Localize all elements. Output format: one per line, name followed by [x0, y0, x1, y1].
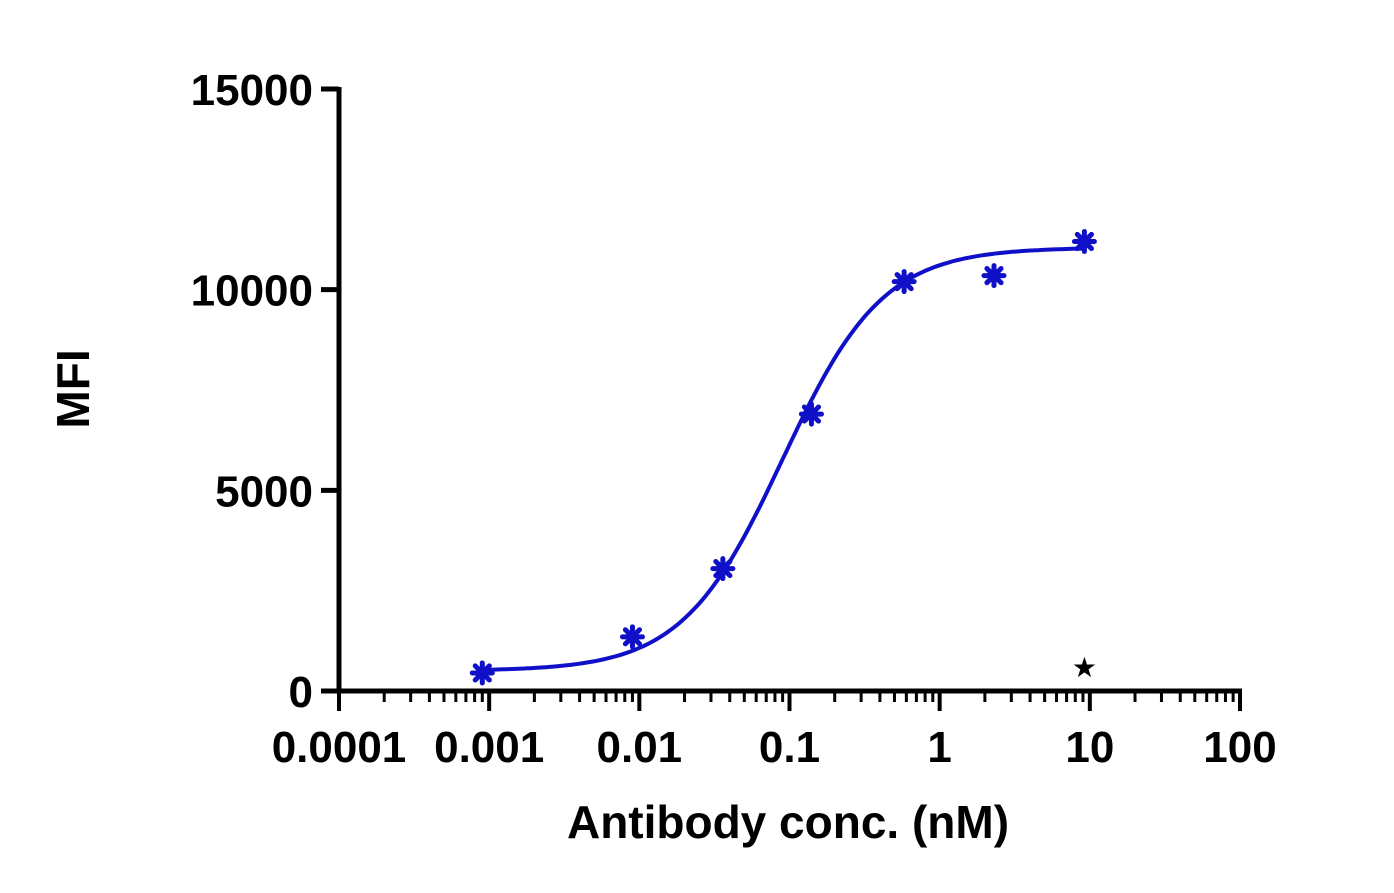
data-point	[981, 263, 1007, 289]
y-axis-title: MFI	[47, 349, 99, 428]
x-tick-label: 0.01	[597, 723, 683, 772]
x-tick-label: 10	[1065, 723, 1114, 772]
x-tick-label: 100	[1203, 723, 1276, 772]
data-point-core	[806, 409, 817, 420]
fit-curve	[482, 246, 1085, 672]
data-point-core	[1079, 236, 1090, 247]
data-point	[469, 660, 495, 686]
x-tick-label: 0.1	[759, 723, 820, 772]
y-tick-label: 15000	[191, 66, 313, 115]
y-tick-label: 0	[289, 668, 313, 717]
data-point	[798, 401, 824, 427]
data-point	[710, 556, 736, 582]
data-points	[469, 229, 1097, 686]
star-annotation: ★	[1072, 651, 1097, 684]
data-point-core	[899, 276, 910, 287]
data-point	[891, 269, 917, 295]
data-point	[1071, 229, 1097, 255]
x-tick-label: 0.0001	[272, 723, 407, 772]
data-point-core	[988, 270, 999, 281]
data-point-core	[717, 563, 728, 574]
x-tick-label: 0.001	[434, 723, 544, 772]
y-tick-label: 5000	[215, 467, 313, 516]
annotations: ★	[1072, 651, 1097, 684]
y-tick-label: 10000	[191, 267, 313, 316]
data-point	[619, 624, 645, 650]
x-axis-title: Antibody conc. (nM)	[567, 796, 1009, 848]
axes: 0 5000 10000 15000 0.0001 0.001 0.01 0.1 1 10 100	[191, 66, 1277, 772]
data-point-core	[477, 667, 488, 678]
data-point-core	[627, 631, 638, 642]
fit-curve-group	[482, 246, 1085, 672]
x-tick-label: 1	[927, 723, 951, 772]
